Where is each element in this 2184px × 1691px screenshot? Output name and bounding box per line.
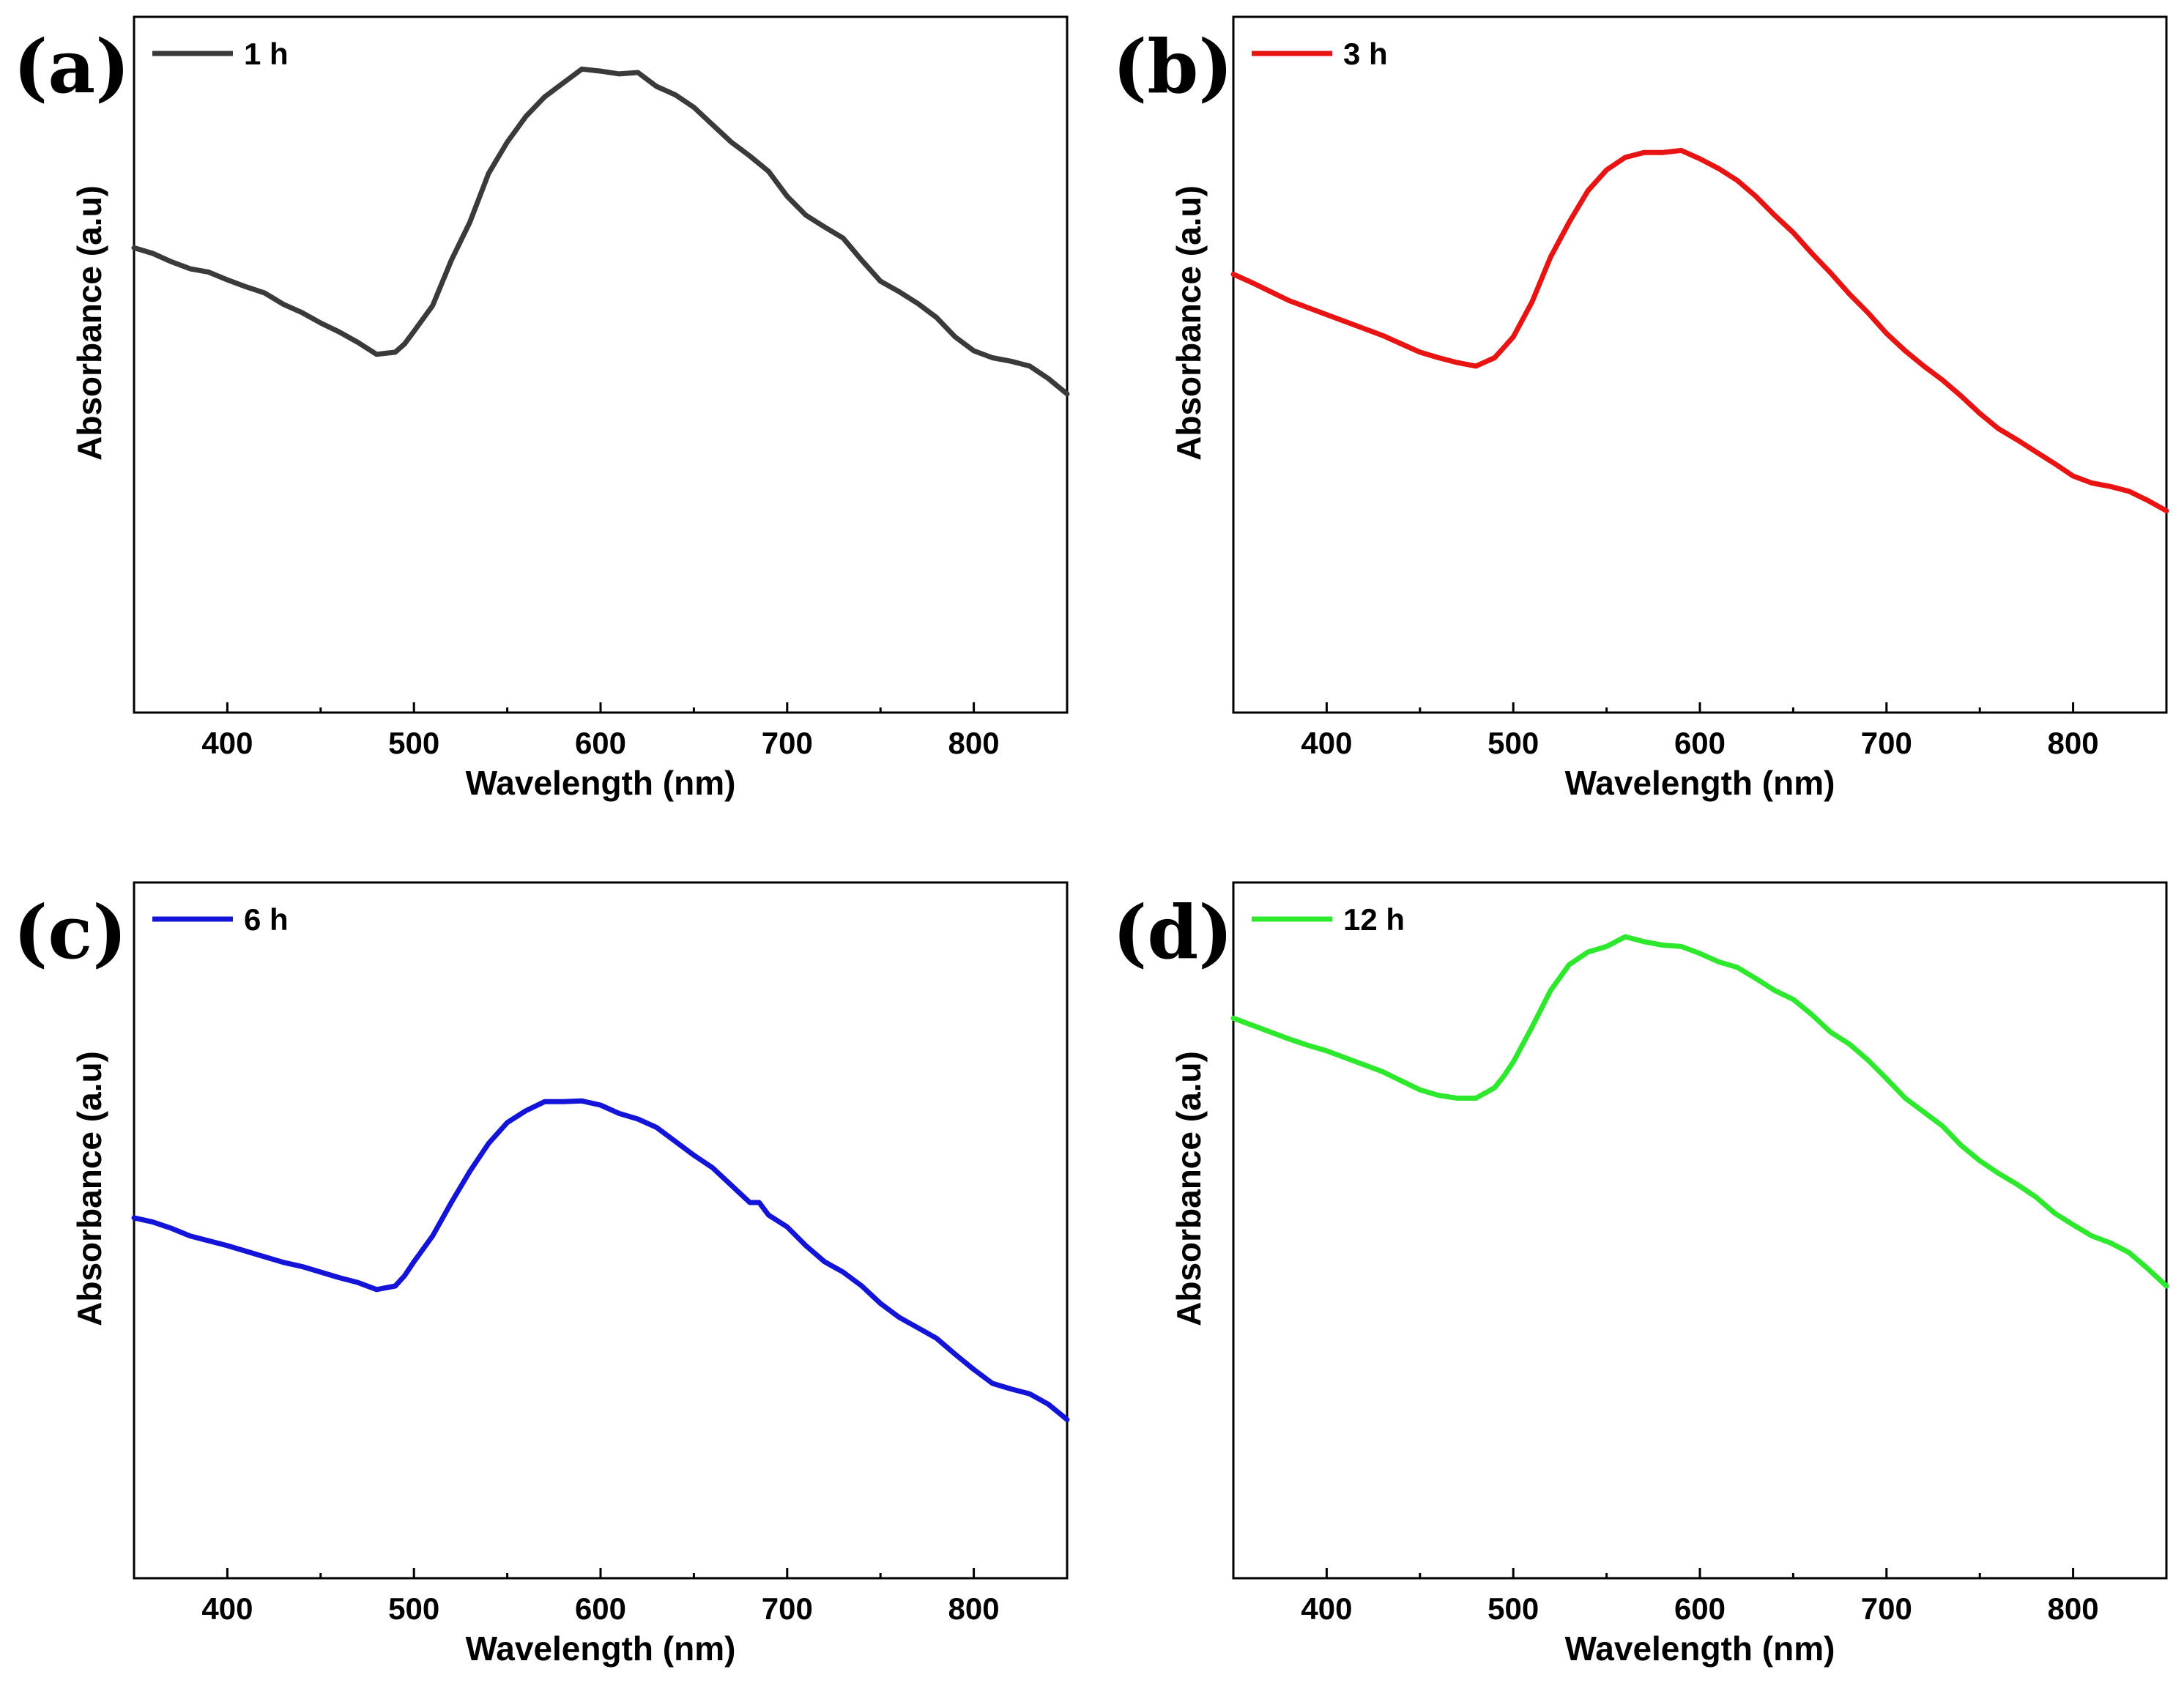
panel-d: 400 500 600 700 800 Wavelength (nm) Absorbance…: [1113, 881, 2169, 1668]
x-tick-label: 400: [1301, 726, 1352, 760]
plot-frame: [133, 881, 1069, 1580]
x-tick-label: 500: [1487, 1591, 1539, 1626]
x-tick-label: 500: [388, 1591, 439, 1626]
x-tick-label: 500: [1487, 726, 1539, 760]
series-line: [131, 1098, 1070, 1422]
x-tick-label: 600: [575, 1591, 626, 1626]
x-tick-label: 600: [575, 726, 626, 760]
panel-label: (d): [1113, 889, 1233, 975]
x-tick-label: 600: [1674, 1591, 1726, 1626]
y-axis-title: Absorbance (a.u): [70, 1051, 108, 1326]
y-axis-title: Absorbance (a.u): [1170, 185, 1208, 461]
x-tick-label: 700: [762, 726, 813, 760]
x-tick-label: 700: [1861, 1591, 1912, 1626]
legend-label: 1 h: [244, 37, 289, 71]
x-tick-label: 600: [1674, 726, 1726, 760]
panel-label: (b): [1113, 23, 1233, 110]
y-axis-title: Absorbance (a.u): [1170, 1051, 1208, 1326]
panel-b: 400 500 600 700 800 Wavelength (nm) Absorbance…: [1113, 15, 2169, 802]
plot-frame: [1232, 15, 2168, 714]
x-tick-label: 700: [1861, 726, 1912, 760]
x-axis-title: Wavelength (nm): [1565, 1629, 1835, 1668]
x-tick-label: 400: [201, 726, 253, 760]
plot-frame: [1232, 881, 2168, 1580]
x-tick-label: 500: [388, 726, 439, 760]
x-tick-label: 700: [762, 1591, 813, 1626]
x-tick-label: 400: [1301, 1591, 1352, 1626]
series-line: [131, 66, 1070, 397]
x-axis-title: Wavelength (nm): [1565, 764, 1835, 802]
x-tick-label: 800: [948, 726, 1000, 760]
panel-label: (a): [13, 23, 130, 110]
legend-label: 3 h: [1343, 37, 1388, 71]
x-tick-label: 800: [948, 1591, 1000, 1626]
x-axis-title: Wavelength (nm): [466, 764, 736, 802]
y-axis-title: Absorbance (a.u): [70, 185, 108, 461]
x-tick-label: 800: [2048, 1591, 2099, 1626]
x-tick-label: 400: [201, 1591, 253, 1626]
plot-frame: [133, 15, 1069, 714]
panel-label: (c): [13, 889, 127, 975]
panel-a: 400 500 600 700 800 Wavelength (nm) Absorbance…: [13, 15, 1070, 802]
series-line: [1230, 147, 2169, 513]
legend-label: 12 h: [1343, 902, 1405, 937]
x-tick-label: 800: [2048, 726, 2099, 760]
series-line: [1230, 934, 2169, 1289]
x-axis-title: Wavelength (nm): [466, 1629, 736, 1668]
legend-label: 6 h: [244, 902, 289, 937]
panel-c: 400 500 600 700 800 Wavelength (nm) Absorbance…: [13, 881, 1070, 1668]
